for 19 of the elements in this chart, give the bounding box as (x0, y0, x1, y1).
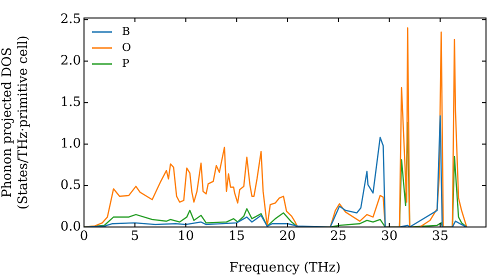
x-tick-label: 30 (381, 229, 398, 244)
y-tick-label: 1.5 (60, 94, 81, 110)
x-tick-label: 15 (228, 229, 245, 244)
x-tick-label: 10 (178, 229, 194, 244)
y-tick-label: 2.0 (60, 54, 81, 68)
x-tick-label: 25 (330, 229, 347, 244)
legend-label: P (122, 56, 130, 70)
x-tick-label: 20 (279, 229, 296, 244)
x-tick-label: 5 (130, 229, 140, 244)
y-tick-label: 0.0 (60, 219, 81, 234)
y-axis-title: Phonon projected DOS (States/THz·primitive cell) (0, 35, 31, 210)
x-axis-title: Frequency (THz) (229, 260, 341, 276)
legend-label: B (122, 24, 130, 38)
x-tick-label: 35 (432, 229, 448, 244)
legend-label: O (122, 40, 132, 54)
y-tick-label: 0.5 (60, 178, 81, 193)
x-tick-label: 0 (80, 229, 88, 244)
y-tick-label: 1.0 (60, 136, 81, 152)
y-tick-label: 2.5 (60, 12, 81, 28)
